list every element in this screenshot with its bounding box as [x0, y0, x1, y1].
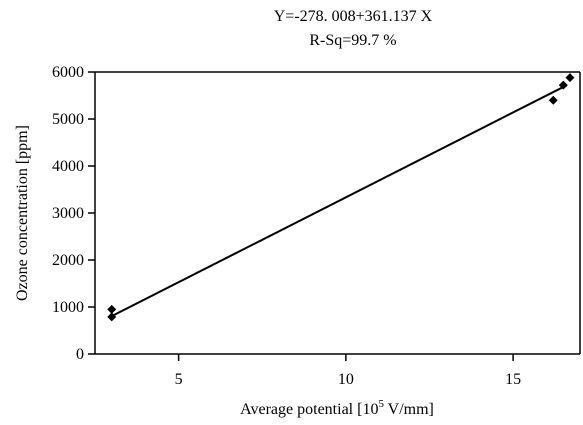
y-tick-label: 5000 [52, 111, 84, 128]
y-tick-label: 4000 [52, 158, 84, 175]
y-tick-label: 6000 [52, 64, 84, 81]
y-ticks: 0 1000 2000 3000 4000 5000 6000 [52, 64, 95, 363]
data-point [565, 73, 575, 83]
data-point [107, 304, 117, 314]
data-points [107, 73, 575, 322]
plot-area: 5 10 15 0 1000 2000 3000 4000 5000 6000 [52, 64, 581, 388]
fit-line [111, 84, 568, 318]
x-tick-label: 5 [175, 371, 183, 388]
y-tick-label: 1000 [52, 299, 84, 316]
x-axis-label-exponent: 5 [378, 398, 384, 410]
fit-line-group [111, 84, 568, 318]
data-point [558, 80, 568, 90]
x-axis-label: Average potential [105 V/mm] [240, 398, 434, 418]
y-tick-label: 2000 [52, 252, 84, 269]
x-ticks: 5 10 15 [175, 354, 521, 388]
y-tick-label: 0 [76, 346, 84, 363]
data-point [548, 95, 558, 105]
chart-title: Y=-278. 008+361.137 X [274, 8, 433, 25]
chart-subtitle: R-Sq=99.7 % [309, 32, 396, 49]
x-axis-label-unit: V/mm] [384, 401, 434, 418]
x-tick-label: 10 [338, 371, 354, 388]
y-tick-label: 3000 [52, 205, 84, 222]
data-point [107, 312, 117, 322]
x-tick-label: 15 [505, 371, 521, 388]
y-axis-label: Ozone concentration [ppm] [14, 125, 31, 301]
